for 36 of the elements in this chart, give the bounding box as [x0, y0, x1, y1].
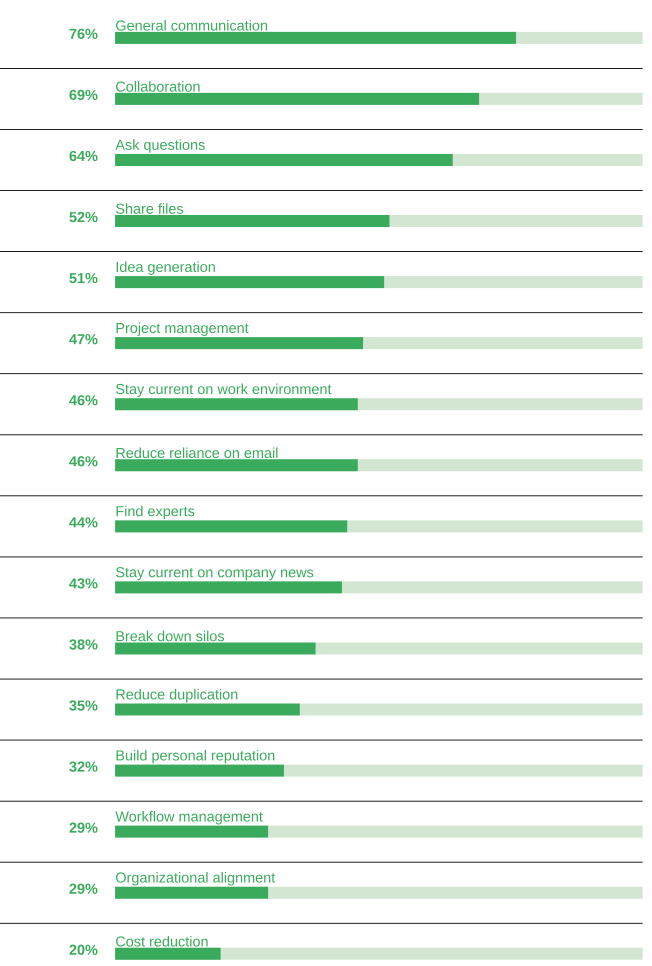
- y-tick-label: Share files: [116, 203, 184, 214]
- y-tick-label: Reduce duplication: [116, 688, 238, 702]
- data-label: 52%: [70, 212, 98, 222]
- y-tick-label: Stay current on work environment: [116, 384, 332, 398]
- y-tick-label: Collaboration: [116, 81, 200, 92]
- y-tick-label: Cost reduction: [116, 936, 208, 947]
- data-label: 51%: [70, 272, 98, 284]
- data-label: 20%: [70, 944, 98, 955]
- y-tick-label: Project management: [116, 322, 249, 336]
- bar: [115, 886, 268, 899]
- data-label: 38%: [69, 639, 98, 650]
- y-tick-label: Idea generation: [116, 261, 216, 275]
- y-tick-label: Reduce reliance on email: [116, 447, 278, 458]
- data-label: 29%: [70, 822, 98, 833]
- data-label: 69%: [70, 90, 98, 100]
- y-tick-label: Organizational alignment: [116, 872, 276, 886]
- data-label: 76%: [70, 28, 98, 39]
- data-label: 43%: [69, 578, 98, 589]
- bar: [115, 826, 268, 838]
- data-label: 46%: [69, 456, 98, 466]
- y-tick-label: General communication: [116, 20, 268, 31]
- bar: [115, 948, 221, 960]
- y-tick-label: Build personal reputation: [116, 750, 274, 764]
- data-label: 32%: [69, 761, 98, 772]
- data-label: 35%: [69, 700, 98, 711]
- y-tick-label: Workflow management: [116, 810, 263, 824]
- data-label: 44%: [69, 517, 98, 528]
- y-tick-label: Ask questions: [116, 139, 205, 153]
- y-tick-label: Find experts: [116, 506, 194, 520]
- data-label: 47%: [69, 334, 98, 344]
- y-tick-label: Break down silos: [116, 630, 224, 642]
- y-tick-label: Stay current on company news: [116, 567, 314, 580]
- data-label: 46%: [69, 395, 98, 406]
- data-label: 29%: [70, 884, 98, 894]
- bar: [115, 764, 284, 777]
- data-label: 64%: [70, 150, 98, 162]
